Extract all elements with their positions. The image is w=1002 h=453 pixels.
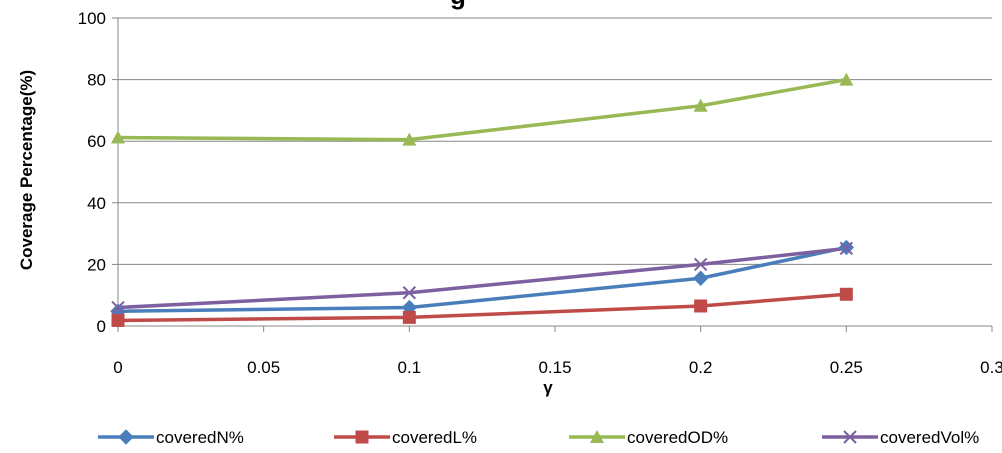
axes [112, 17, 993, 332]
y-tick-label: 60 [87, 132, 106, 151]
y-axis-title: Coverage Percentage(%) [17, 70, 36, 270]
chart-title: g [450, 0, 466, 10]
legend-marker-coveredN% [118, 429, 134, 445]
x-tick-label: 0.2 [689, 358, 713, 377]
x-tick-label: 0.05 [247, 358, 280, 377]
y-tick-labels: 0 20 40 60 80 100 [78, 9, 106, 336]
data-point-coveredL% [111, 313, 125, 327]
legend-label-coveredL%: coveredL% [392, 428, 477, 447]
legend-label-coveredOD%: coveredOD% [627, 428, 728, 447]
x-tick-label: 0.15 [538, 358, 571, 377]
data-point-coveredOD% [839, 72, 854, 86]
legend-label-coveredVol%: coveredVol% [880, 428, 979, 447]
data-point-coveredL% [694, 299, 708, 313]
data-point-coveredVol% [839, 241, 854, 256]
series-markers [110, 72, 855, 327]
y-tick-label: 100 [78, 9, 106, 28]
series-line-coveredVol% [117, 246, 847, 310]
series-line-coveredL% [117, 292, 847, 323]
data-point-coveredOD% [111, 130, 125, 144]
legend: coveredN% coveredL% coveredOD% coveredVol% [98, 428, 979, 447]
data-point-coveredN% [692, 270, 709, 286]
series-lines [117, 77, 847, 323]
x-tick-label: 0 [113, 358, 122, 377]
data-point-coveredVol% [111, 300, 125, 315]
x-tick-label: 0.3 [980, 358, 1002, 377]
data-point-coveredVol% [693, 257, 708, 272]
legend-marker-coveredVol% [843, 430, 857, 444]
data-point-coveredL% [402, 310, 416, 324]
y-tick-label: 0 [97, 317, 106, 336]
x-axis-title: γ [543, 378, 553, 397]
data-point-coveredOD% [693, 98, 708, 112]
legend-marker-coveredOD% [590, 430, 604, 443]
y-tick-label: 80 [87, 71, 106, 90]
data-point-coveredOD% [402, 132, 417, 146]
y-tick-label: 40 [87, 194, 106, 213]
data-point-coveredL% [839, 287, 853, 301]
y-tick-label: 20 [87, 255, 106, 274]
gridlines [118, 17, 992, 265]
x-tick-labels: 0 0.05 0.1 0.15 0.2 0.25 0.3 [113, 358, 1002, 377]
legend-label-coveredN%: coveredN% [156, 428, 244, 447]
x-tick-label: 0.1 [398, 358, 422, 377]
data-point-coveredVol% [402, 286, 417, 300]
x-tick-label: 0.25 [830, 358, 863, 377]
series-line-coveredN% [117, 245, 847, 313]
series-line-coveredOD% [117, 77, 847, 142]
legend-marker-coveredL% [355, 430, 369, 444]
